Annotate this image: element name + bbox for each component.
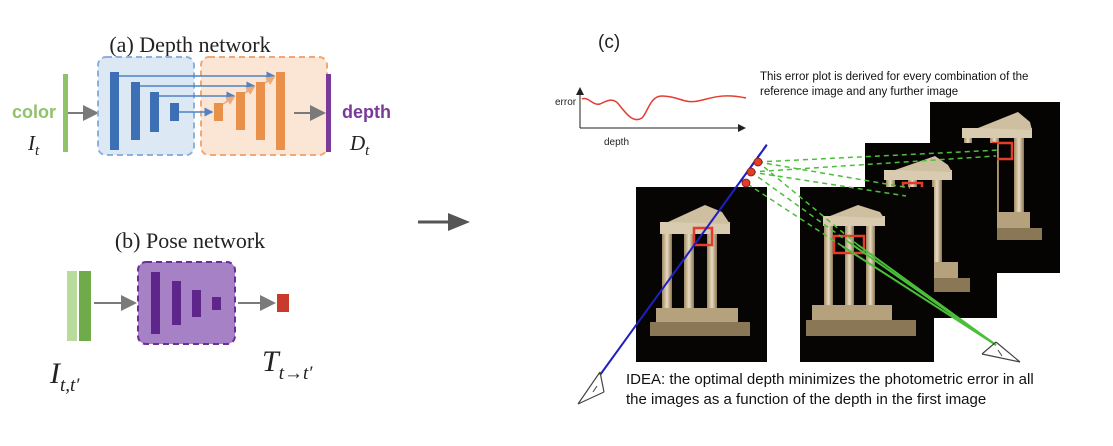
decoder-layer-1 <box>214 103 223 121</box>
reference-image <box>636 187 767 362</box>
input-symbol-it: It <box>27 131 40 159</box>
error-note-line-2: reference image and any further image <box>760 86 958 98</box>
pose-layer-1 <box>151 272 160 334</box>
panel-c-multiview-depth: (c) This error plot is derived for every… <box>555 32 1060 408</box>
patch-box-reference <box>692 226 714 247</box>
depth-hypothesis-points <box>741 157 763 188</box>
panel-a-depth-network: (a) Depth network color It depth Dt <box>12 32 391 159</box>
skip-connections <box>119 71 276 117</box>
plot-ylabel: error <box>555 97 577 108</box>
panel-b-pose-network: (b) Pose network It,t′ Tt→t′ <box>49 228 313 396</box>
plot-xlabel: depth <box>604 137 629 148</box>
transition-arrow <box>418 213 470 231</box>
idea-line-2: the images as a function of the depth in… <box>626 391 986 408</box>
error-plot: error depth <box>555 87 747 148</box>
pose-input-bar-1 <box>67 271 77 341</box>
panel-c-title: (c) <box>598 32 620 53</box>
pose-encoder-box <box>137 261 236 345</box>
camera-icon <box>577 371 605 405</box>
patch-box-2 <box>832 234 866 255</box>
encoder-layer-4 <box>170 103 179 121</box>
decoder-layer-2 <box>236 92 245 130</box>
output-symbol-dt: Dt <box>349 131 370 159</box>
panel-b-title: (b) Pose network <box>115 228 265 253</box>
encoder-layer-3 <box>150 92 159 132</box>
pose-layer-4 <box>212 297 221 310</box>
depth-output-bar <box>326 74 331 152</box>
error-curve <box>581 95 747 121</box>
reference-ray <box>599 145 767 376</box>
color-label: color <box>12 102 56 122</box>
encoder-layer-2 <box>131 82 140 140</box>
idea-line-1: IDEA: the optimal depth minimizes the ph… <box>626 371 1034 388</box>
pose-input-bar-2 <box>79 271 91 341</box>
error-note-line-1: This error plot is derived for every com… <box>760 71 1028 83</box>
decoder-layer-4 <box>276 72 285 150</box>
decoder-layer-3 <box>256 82 265 140</box>
camera-icon-second <box>981 341 1021 363</box>
depth-label: depth <box>342 102 391 122</box>
projection-rays <box>745 149 1001 346</box>
pose-layer-2 <box>172 281 181 325</box>
pose-layer-3 <box>192 290 201 317</box>
pose-output-block <box>277 294 289 312</box>
panel-a-title: (a) Depth network <box>109 32 270 57</box>
encoder-layer-1 <box>110 72 119 150</box>
pose-input-symbol: It,t′ <box>49 357 80 396</box>
pose-output-symbol: Tt→t′ <box>262 345 313 384</box>
encoder-box <box>97 56 195 156</box>
color-input-bar <box>63 74 68 152</box>
